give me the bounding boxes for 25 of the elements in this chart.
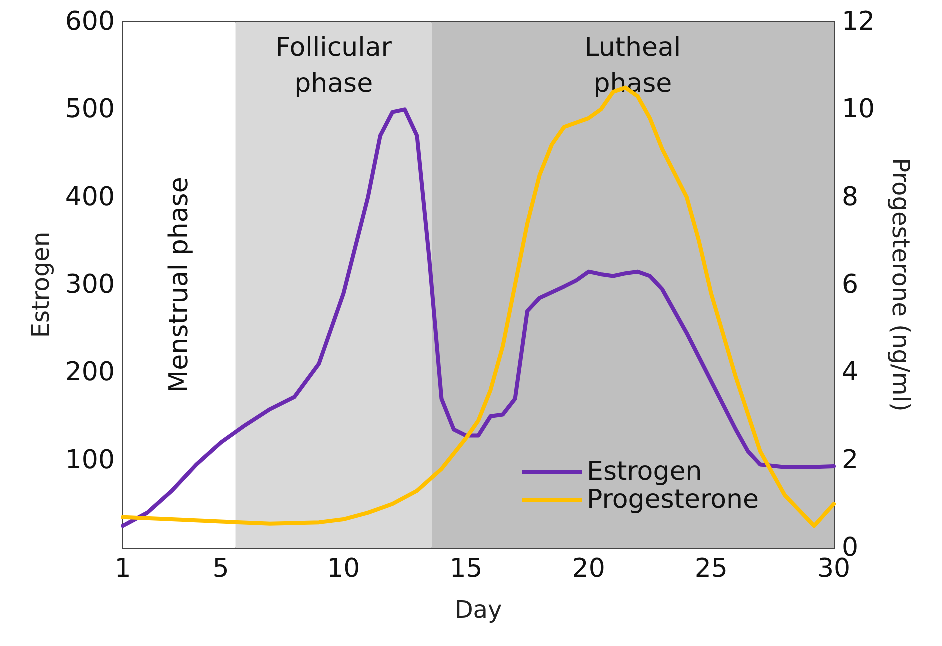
y-tick-label: 300: [65, 270, 115, 300]
x-tick-label: 25: [694, 554, 728, 584]
legend-label: Progesterone: [587, 485, 759, 515]
band-label: Menstrual phase: [164, 177, 194, 393]
y2-tick-label: 10: [842, 94, 876, 125]
y2-tick-label: 4: [842, 358, 859, 388]
y-axis-title: Estrogen: [27, 232, 55, 338]
y-tick-label: 400: [65, 182, 115, 212]
y-tick-label: 100: [65, 445, 115, 476]
y2-tick-label: 6: [842, 270, 859, 300]
x-tick-label: 20: [572, 554, 606, 584]
x-tick-label: 1: [114, 554, 132, 584]
y-tick-label: 500: [65, 94, 115, 125]
y2-tick-label: 12: [842, 7, 876, 37]
band-label: Follicular phase: [276, 33, 392, 99]
x-axis-title: Day: [454, 596, 502, 624]
y2-tick-label: 8: [842, 182, 859, 212]
x-tick-label: 5: [212, 554, 230, 584]
y2-axis-title: Progesterone (ng/ml): [887, 158, 915, 412]
legend-label: Estrogen: [587, 457, 702, 487]
y-tick-label: 200: [65, 358, 115, 388]
x-tick-label: 10: [327, 554, 360, 584]
x-tick-label: 15: [450, 554, 483, 584]
y2-tick-label: 2: [842, 445, 859, 476]
y-tick-label: 600: [65, 7, 115, 37]
